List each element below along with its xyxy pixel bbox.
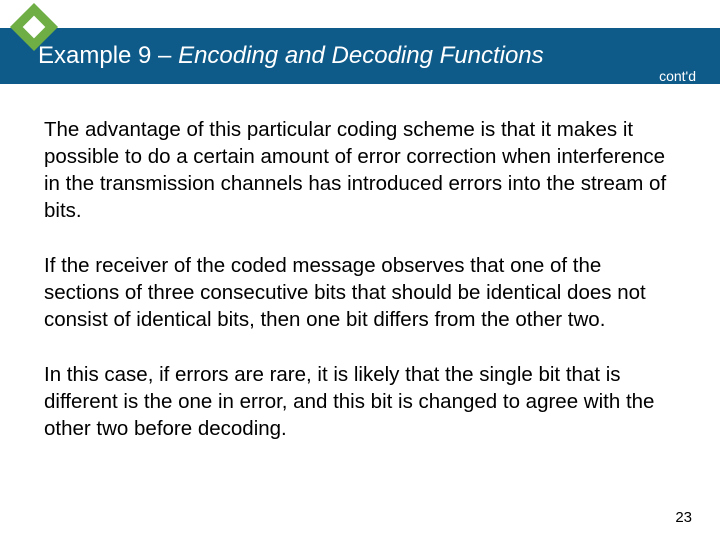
- paragraph: The advantage of this particular coding …: [44, 116, 672, 224]
- slide-body: The advantage of this particular coding …: [44, 116, 672, 470]
- slide-title: Example 9 – Encoding and Decoding Functi…: [38, 42, 544, 70]
- slide-title-prefix: Example 9 –: [38, 42, 178, 69]
- continued-label: cont'd: [659, 68, 696, 84]
- slide-title-bar: Example 9 – Encoding and Decoding Functi…: [0, 28, 720, 84]
- page-number: 23: [675, 509, 692, 526]
- slide-title-italic: Encoding and Decoding Functions: [178, 42, 544, 69]
- paragraph: If the receiver of the coded message obs…: [44, 252, 672, 333]
- paragraph: In this case, if errors are rare, it is …: [44, 361, 672, 442]
